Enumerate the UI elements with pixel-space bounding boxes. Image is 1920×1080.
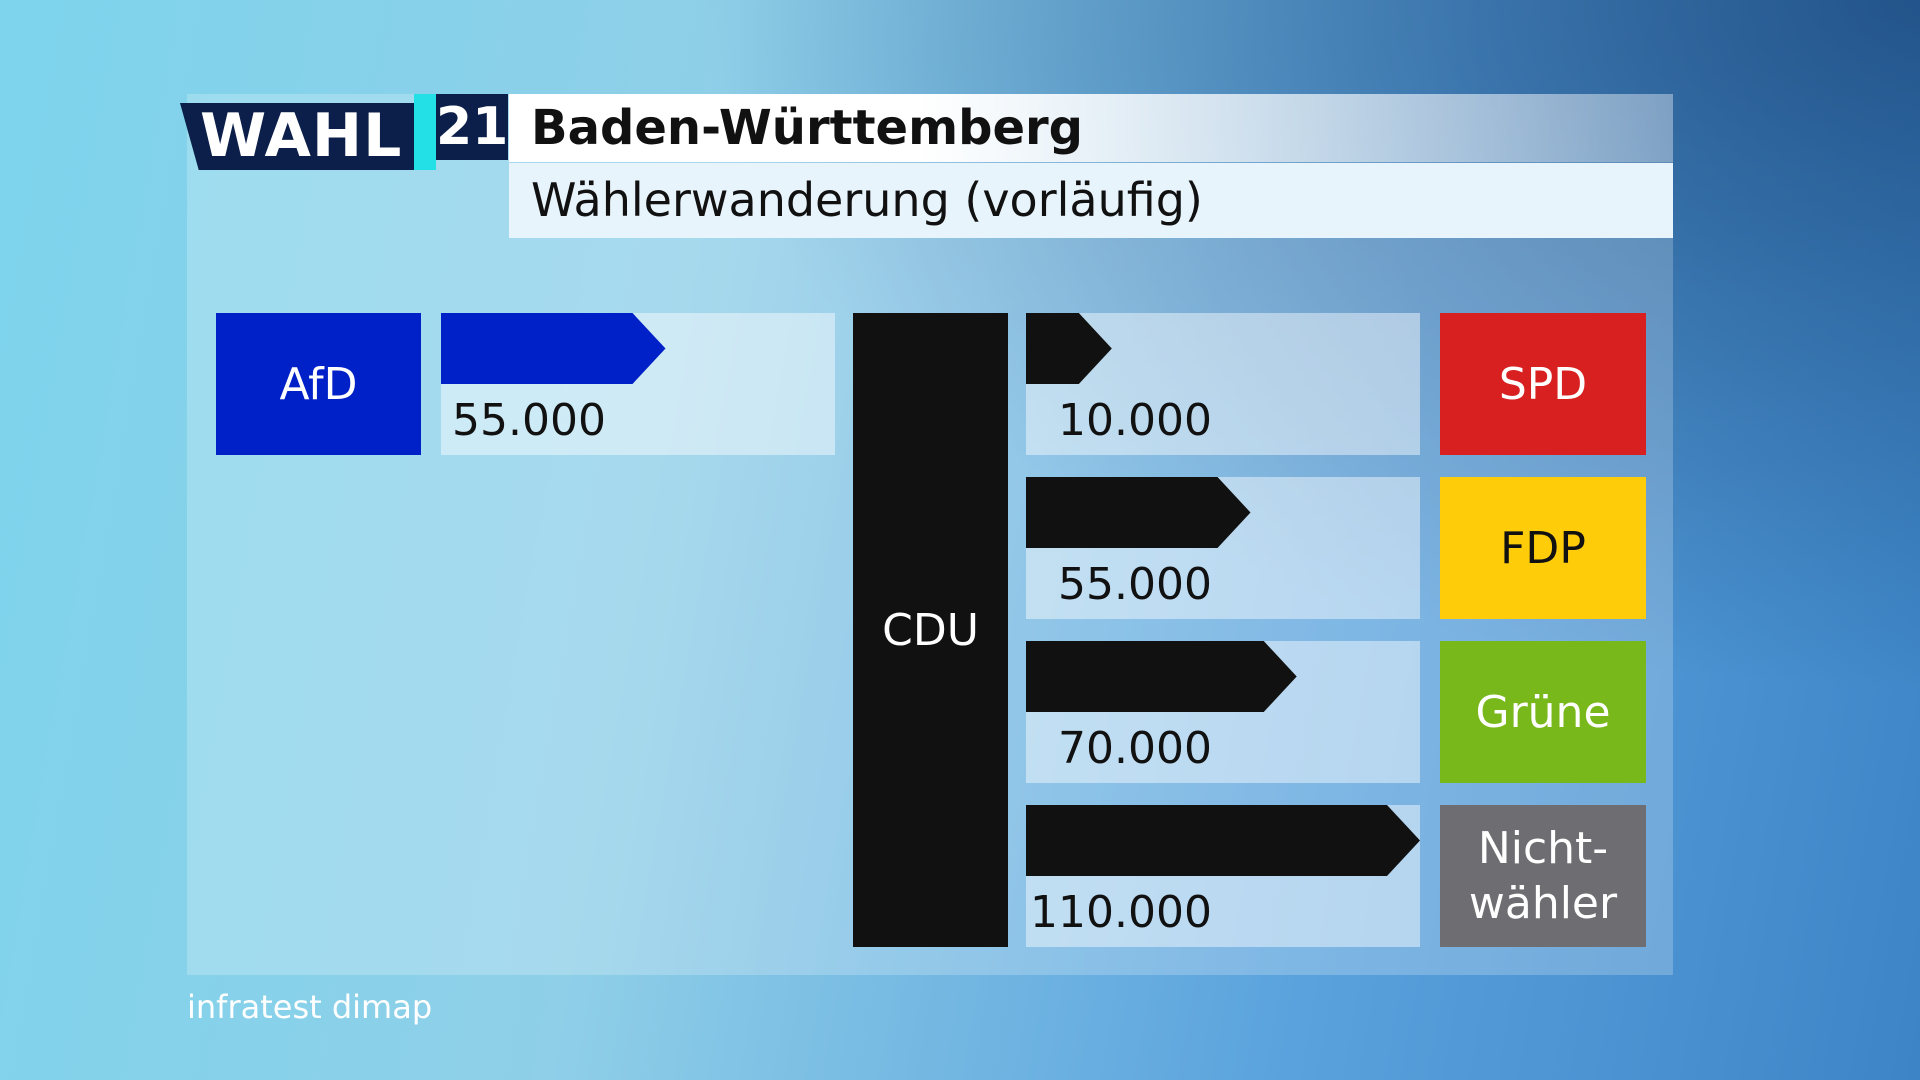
value-label: 70.000 [1058, 723, 1212, 774]
party-box: SPD [1440, 313, 1646, 455]
value-label: 110.000 [1030, 887, 1212, 938]
value-label: 55.000 [452, 395, 606, 446]
party-box: AfD [216, 313, 421, 455]
center-party: CDU [853, 313, 1008, 947]
logo-number: 21 [436, 94, 508, 160]
flow-arrow [1026, 477, 1251, 548]
logo-strip [414, 94, 436, 170]
party-box: Grüne [1440, 641, 1646, 783]
source: infratest dimap [187, 988, 433, 1026]
flow-arrow [1026, 641, 1297, 712]
party-name: SPD [1498, 358, 1588, 410]
logo-word: WAHL [180, 103, 414, 170]
value-label: 10.000 [1058, 395, 1212, 446]
party-box: FDP [1440, 477, 1646, 619]
party-box: Nicht-wähler [1440, 805, 1646, 947]
title: Baden-Württemberg [509, 94, 1673, 162]
party-name: Grüne [1475, 686, 1611, 738]
flow-arrow [1026, 805, 1420, 876]
value-label: 55.000 [1058, 559, 1212, 610]
party-name: FDP [1500, 522, 1586, 574]
flow-arrow [441, 313, 666, 384]
party-name: Nicht-wähler [1468, 823, 1618, 929]
subtitle: Wählerwanderung (vorläufig) [509, 163, 1673, 238]
